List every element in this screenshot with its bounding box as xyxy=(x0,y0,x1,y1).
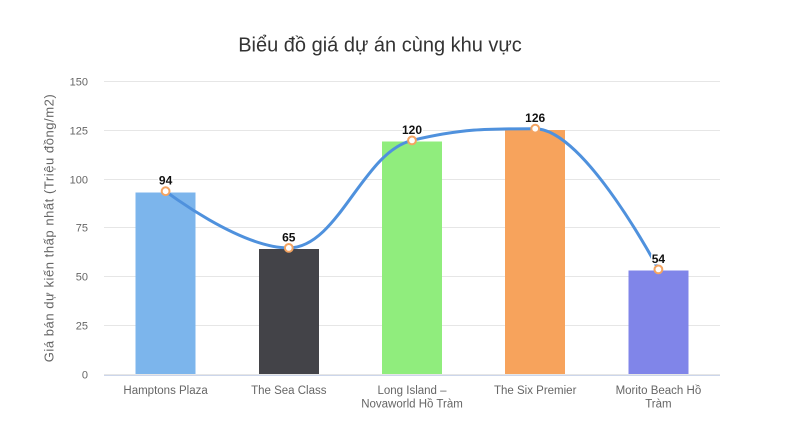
svg-text:Hamptons Plaza: Hamptons Plaza xyxy=(123,385,208,397)
svg-text:65: 65 xyxy=(282,230,296,244)
svg-text:126: 126 xyxy=(525,111,545,125)
svg-text:The Six Premier: The Six Premier xyxy=(494,385,577,397)
svg-text:25: 25 xyxy=(76,321,88,333)
svg-text:150: 150 xyxy=(70,77,88,89)
svg-text:120: 120 xyxy=(402,123,422,137)
svg-text:Biểu đồ giá dự án cùng khu vực: Biểu đồ giá dự án cùng khu vực xyxy=(238,35,522,57)
svg-text:Morito Beach Hồ: Morito Beach Hồ xyxy=(616,385,702,397)
svg-text:50: 50 xyxy=(76,272,88,284)
svg-text:94: 94 xyxy=(159,174,173,188)
svg-text:Novaworld Hồ Tràm: Novaworld Hồ Tràm xyxy=(361,399,463,411)
svg-text:The Sea Class: The Sea Class xyxy=(251,385,327,397)
svg-text:0: 0 xyxy=(82,370,88,382)
svg-text:Tràm: Tràm xyxy=(645,399,671,411)
svg-text:100: 100 xyxy=(70,175,88,187)
svg-text:75: 75 xyxy=(76,223,88,235)
svg-text:125: 125 xyxy=(70,126,88,138)
svg-text:Giá bán dự kiến thấp nhất (Tri: Giá bán dự kiến thấp nhất (Triệu đồng/m2… xyxy=(42,94,57,363)
svg-text:54: 54 xyxy=(652,252,666,266)
svg-text:Long Island –: Long Island – xyxy=(377,385,447,397)
